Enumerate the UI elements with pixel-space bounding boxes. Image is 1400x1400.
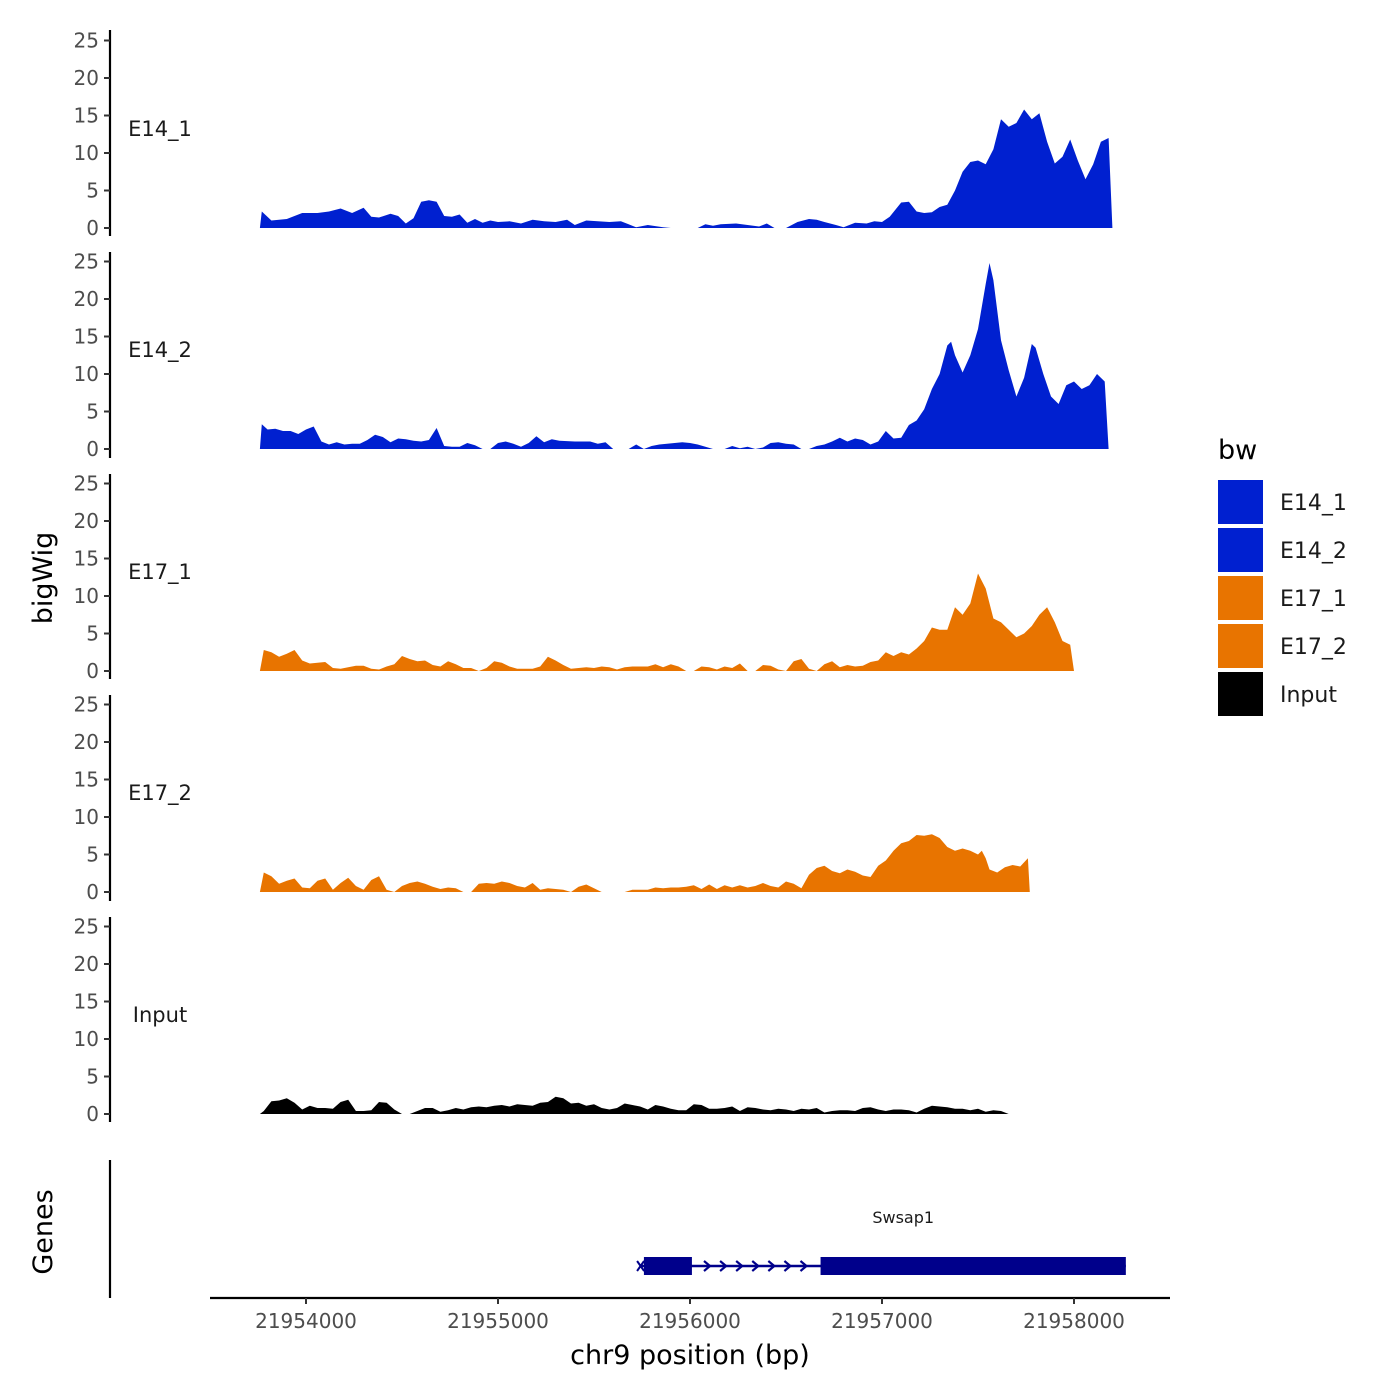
- track-e17-2: 0 5 10 15 20 25 E17_2: [74, 693, 1030, 904]
- x-tick-label: 21955000: [447, 1309, 549, 1333]
- y-tick-label: 25: [74, 250, 99, 274]
- genes-panel: Swsap1: [108, 1160, 1126, 1298]
- track-e14-1: 0 5 10 15 20 25 E14_1: [74, 29, 1113, 240]
- strand-arrow: [767, 1260, 777, 1272]
- y-tick-label: 25: [74, 29, 99, 53]
- x-axis: 21954000 21955000 21956000 21957000 21958000: [210, 1296, 1170, 1333]
- series-area-e14-1: [259, 109, 1113, 228]
- legend-swatch: [1218, 672, 1263, 716]
- y-tick-label: 20: [74, 66, 99, 90]
- x-tick-label: 21956000: [639, 1309, 741, 1333]
- strand-arrow: [636, 1260, 645, 1272]
- strand-arrow: [735, 1260, 744, 1272]
- legend-item-input: Input: [1218, 672, 1337, 716]
- x-tick-label: 21954000: [255, 1309, 357, 1333]
- y-tick-label: 10: [74, 362, 99, 386]
- x-axis-title: chr9 position (bp): [570, 1340, 810, 1371]
- y-tick-label: 20: [74, 730, 99, 754]
- track-label: E14_2: [128, 338, 192, 363]
- y-tick-label: 20: [74, 952, 99, 976]
- gene-swsap1: Swsap1: [636, 1208, 1126, 1275]
- gene-exon: [643, 1257, 692, 1275]
- x-tick-label: 21958000: [1023, 1309, 1125, 1333]
- strand-arrow: [783, 1260, 793, 1272]
- y-tick-label: 15: [74, 990, 99, 1014]
- y-axis-title: bigWig: [28, 532, 59, 625]
- gene-exon: [820, 1257, 1126, 1275]
- y-tick-label: 25: [74, 915, 99, 939]
- gene-label: Swsap1: [872, 1208, 934, 1227]
- legend-item-e14-1: E14_1: [1218, 480, 1347, 524]
- y-tick-label: 10: [74, 1027, 99, 1051]
- y-tick-label: 5: [86, 1065, 99, 1089]
- y-tick-label: 0: [86, 659, 99, 683]
- track-label: E17_2: [128, 781, 192, 806]
- series-area-e17-1: [259, 573, 1074, 671]
- legend-item-e17-2: E17_2: [1218, 624, 1347, 668]
- y-tick-label: 15: [74, 104, 99, 128]
- series-area-e14-2: [259, 263, 1109, 449]
- series-area-e17-2: [259, 834, 1030, 892]
- legend-swatch: [1218, 624, 1263, 668]
- track-label: E17_1: [128, 560, 192, 585]
- legend-label: E17_2: [1280, 635, 1347, 660]
- track-label: E14_1: [128, 117, 192, 142]
- y-tick-label: 0: [86, 437, 99, 461]
- series-area-input: [259, 1096, 1009, 1114]
- track-e17-1: 0 5 10 15 20 25 E17_1: [74, 472, 1074, 683]
- track-label: Input: [133, 1003, 187, 1027]
- y-tick-label: 10: [74, 141, 99, 165]
- y-tick-label: 5: [86, 622, 99, 646]
- legend-swatch: [1218, 528, 1263, 572]
- y-tick-label: 0: [86, 880, 99, 904]
- legend-label: Input: [1280, 683, 1337, 708]
- legend-title: bw: [1218, 435, 1257, 466]
- y-tick-label: 15: [74, 325, 99, 349]
- legend-label: E17_1: [1280, 587, 1347, 612]
- strand-arrow: [751, 1260, 760, 1272]
- y-tick-label: 5: [86, 179, 99, 203]
- track-e14-2: 0 5 10 15 20 25 E14_2: [74, 250, 1109, 461]
- legend-swatch: [1218, 480, 1263, 524]
- strand-arrow: [799, 1260, 809, 1272]
- y-tick-label: 0: [86, 216, 99, 240]
- y-tick-label: 5: [86, 400, 99, 424]
- legend: bw E14_1 E14_2 E17_1 E17_2 Input: [1218, 435, 1347, 716]
- legend-swatch: [1218, 576, 1263, 620]
- y-tick-label: 15: [74, 547, 99, 571]
- y-tick-label: 20: [74, 509, 99, 533]
- genes-axis-title: Genes: [28, 1189, 59, 1274]
- track-input: 0 5 10 15 20 25 Input: [74, 915, 1009, 1126]
- y-tick-label: 10: [74, 584, 99, 608]
- x-tick-label: 21957000: [831, 1309, 933, 1333]
- y-tick-label: 15: [74, 768, 99, 792]
- legend-label: E14_1: [1280, 491, 1347, 516]
- legend-item-e17-1: E17_1: [1218, 576, 1347, 620]
- track-panels: 0 5 10 15 20 25 E14_1 0 5 10 15 20 25 E14_2 0 5 10 15 20 25…: [74, 29, 1113, 1126]
- y-tick-label: 0: [86, 1102, 99, 1126]
- y-tick-label: 25: [74, 472, 99, 496]
- y-tick-label: 20: [74, 287, 99, 311]
- legend-item-e14-2: E14_2: [1218, 528, 1347, 572]
- strand-arrow: [719, 1260, 728, 1272]
- strand-arrow: [703, 1260, 712, 1272]
- y-tick-label: 10: [74, 805, 99, 829]
- legend-label: E14_2: [1280, 539, 1347, 564]
- y-tick-label: 5: [86, 843, 99, 867]
- y-tick-label: 25: [74, 693, 99, 717]
